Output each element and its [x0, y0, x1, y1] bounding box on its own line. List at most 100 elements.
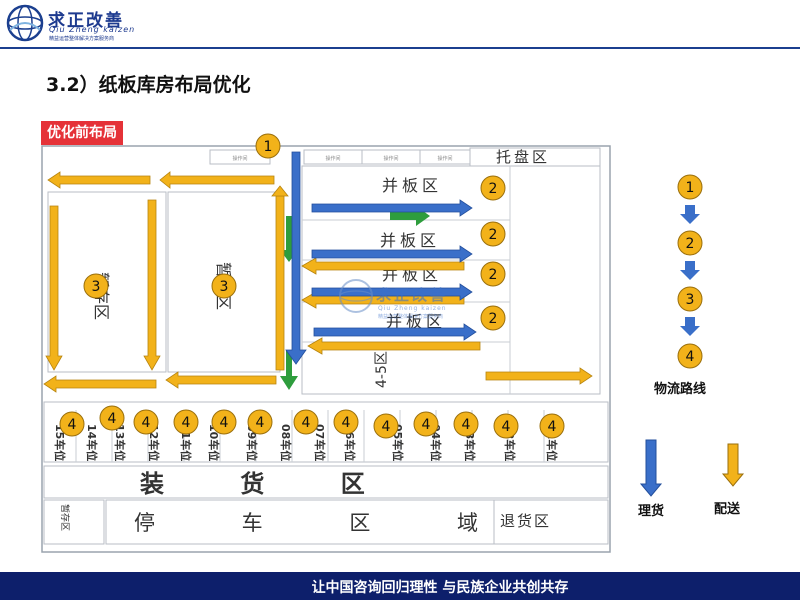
step-marker-4: 4	[373, 413, 399, 439]
svg-text:2: 2	[489, 181, 498, 197]
step-marker-2: 2	[480, 261, 506, 287]
pallet-zone-label: 托盘区	[496, 148, 550, 166]
dock-label: 07车位	[313, 424, 327, 461]
legend-step-1: 1	[677, 174, 703, 200]
room-label: 操作间	[437, 155, 452, 162]
left-small-zone-label: 暂存区	[59, 504, 71, 531]
svg-text:2: 2	[489, 267, 498, 283]
legend-step-2: 2	[677, 230, 703, 256]
svg-text:3: 3	[686, 292, 695, 308]
room-label: 操作间	[232, 155, 247, 162]
step-marker-4: 4	[247, 409, 273, 435]
step-marker-2: 2	[480, 175, 506, 201]
parking-zone	[105, 499, 495, 545]
svg-text:2: 2	[686, 236, 695, 252]
step-marker-4: 4	[293, 409, 319, 435]
right-storage	[301, 165, 601, 395]
step-marker-4: 4	[333, 409, 359, 435]
step-marker-4: 4	[453, 411, 479, 437]
return-zone	[493, 499, 609, 545]
step-marker-4: 4	[59, 411, 85, 437]
svg-text:4: 4	[422, 417, 431, 433]
header-divider	[0, 47, 800, 49]
footer-bar: 让中国咨询回归理性 与民族企业共创共存	[0, 572, 800, 600]
step-marker-4: 4	[99, 405, 125, 431]
step-marker-4: 4	[133, 409, 159, 435]
watermark-name: 求正改善	[376, 286, 448, 304]
section-title: 3.2）纸板库房布局优化	[46, 74, 251, 96]
footer-slogan: 让中国咨询回归理性 与民族企业共创共存	[311, 580, 569, 596]
svg-text:4: 4	[502, 419, 511, 435]
pair-board-zone-4: 并板区	[386, 312, 446, 331]
watermark-logo: 求正改善 Qiu Zheng kaizen 精益运营整体解决方案服务商	[339, 279, 448, 320]
svg-text:2: 2	[489, 311, 498, 327]
brand-slogan: 精益运营整体解决方案服务商	[49, 36, 115, 42]
brand-logo: 求正改善 Qiu Zheng kaizen 精益运营整体解决方案服务商	[6, 4, 156, 44]
delivery-arrows	[43, 171, 593, 393]
svg-text:4: 4	[68, 417, 77, 433]
step-marker-3: 3	[83, 273, 109, 299]
watermark-slogan: 精益运营整体解决方案服务商	[378, 313, 443, 320]
delivery-caption: 配送	[714, 502, 741, 517]
svg-text:4: 4	[302, 415, 311, 431]
brand-pinyin: Qiu Zheng kaizen	[49, 25, 136, 34]
legend-down-arrow	[680, 317, 700, 336]
sorting-caption: 理货	[638, 504, 665, 519]
parking-zone-label: 停 车 区 域	[134, 511, 518, 535]
svg-text:1: 1	[264, 139, 273, 155]
room-label: 操作间	[383, 155, 398, 162]
svg-text:2: 2	[489, 227, 498, 243]
sorting-arrows	[285, 151, 477, 365]
step-marker-4: 4	[413, 411, 439, 437]
left-small-zone	[43, 499, 105, 545]
loading-zone	[43, 465, 609, 499]
svg-text:4: 4	[462, 417, 471, 433]
step-marker-2: 2	[480, 221, 506, 247]
svg-text:4: 4	[256, 415, 265, 431]
step-marker-4: 4	[211, 409, 237, 435]
step-marker-1: 1	[255, 133, 281, 159]
header: 求正改善 Qiu Zheng kaizen 精益运营整体解决方案服务商	[0, 0, 800, 49]
legend-step-3: 3	[677, 286, 703, 312]
legend-down-arrow	[680, 205, 700, 224]
svg-text:4: 4	[382, 419, 391, 435]
svg-text:4: 4	[342, 415, 351, 431]
legend-drawing: 1 2 3 4	[640, 174, 745, 497]
dock-label: 10车位	[207, 424, 221, 461]
warehouse-layout-diagram: 操作间 操作间 操作间 操作间 托盘区 暂存区 暂存区 4-5区 并板区 并板区	[40, 120, 612, 556]
svg-text:1: 1	[686, 180, 695, 196]
legend-down-arrow	[680, 261, 700, 280]
return-zone-label: 退货区	[500, 512, 551, 530]
layout-before-tag: 优化前布局	[41, 121, 123, 145]
svg-text:4: 4	[108, 411, 117, 427]
step-markers: 1 2 2 2 2 3 3 4 4 4 4 4 4 4 4 4 4 4 4 4	[59, 133, 565, 439]
pair-board-zone-1: 并板区	[382, 176, 442, 195]
dock-label: 14车位	[85, 424, 99, 461]
pair-board-zone-2: 并板区	[380, 231, 440, 250]
svg-text:3: 3	[220, 279, 229, 295]
green-arrow	[280, 350, 298, 390]
loading-zone-label: 装 货 区	[140, 470, 399, 498]
dock-label: 13车位	[113, 424, 127, 461]
layout-drawing: 操作间 操作间 操作间 操作间 托盘区 暂存区 暂存区 4-5区 并板区 并板区	[41, 133, 611, 553]
delivery-arrow-icon	[721, 443, 745, 487]
dock-label: 15车位	[53, 424, 67, 461]
zone-4-5-label: 4-5区	[374, 351, 390, 388]
dock-label: 08车位	[279, 424, 293, 461]
legend-step-4: 4	[677, 343, 703, 369]
brand-name: 求正改善	[48, 11, 124, 31]
room-label: 操作间	[325, 155, 340, 162]
sorting-arrow-icon	[640, 439, 663, 497]
svg-text:4: 4	[686, 349, 695, 365]
dock-slots	[75, 410, 545, 462]
step-marker-4: 4	[539, 413, 565, 439]
svg-text:4: 4	[142, 415, 151, 431]
svg-text:4: 4	[220, 415, 229, 431]
svg-text:4: 4	[182, 415, 191, 431]
watermark-pinyin: Qiu Zheng kaizen	[378, 305, 447, 312]
globe-logo-icon	[6, 4, 44, 42]
step-marker-4: 4	[493, 413, 519, 439]
step-marker-4: 4	[173, 409, 199, 435]
step-marker-3: 3	[211, 273, 237, 299]
